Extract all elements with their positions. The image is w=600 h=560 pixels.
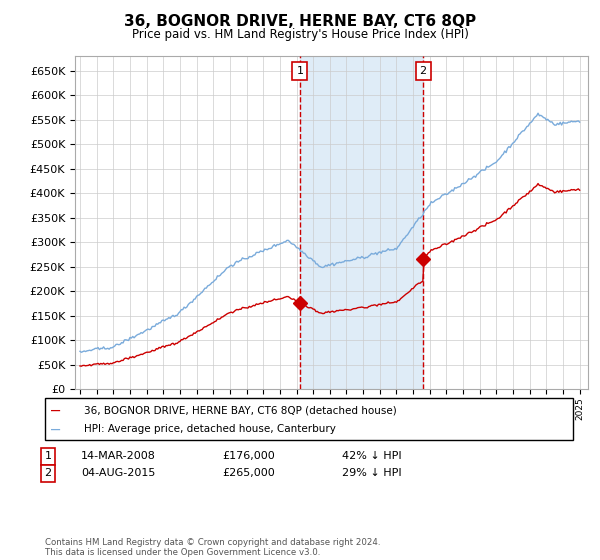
Text: 36, BOGNOR DRIVE, HERNE BAY, CT6 8QP (detached house): 36, BOGNOR DRIVE, HERNE BAY, CT6 8QP (de… — [84, 405, 397, 415]
Text: 2: 2 — [44, 468, 52, 478]
Text: 42% ↓ HPI: 42% ↓ HPI — [342, 451, 401, 461]
Text: 04-AUG-2015: 04-AUG-2015 — [81, 468, 155, 478]
Text: —: — — [51, 422, 60, 437]
Text: 14-MAR-2008: 14-MAR-2008 — [81, 451, 156, 461]
Text: —: — — [51, 403, 60, 418]
Text: £265,000: £265,000 — [222, 468, 275, 478]
Text: 36, BOGNOR DRIVE, HERNE BAY, CT6 8QP: 36, BOGNOR DRIVE, HERNE BAY, CT6 8QP — [124, 14, 476, 29]
Text: £176,000: £176,000 — [222, 451, 275, 461]
Bar — [300, 56, 423, 389]
Text: Contains HM Land Registry data © Crown copyright and database right 2024.
This d: Contains HM Land Registry data © Crown c… — [45, 538, 380, 557]
Text: 1: 1 — [296, 66, 304, 76]
Text: 29% ↓ HPI: 29% ↓ HPI — [342, 468, 401, 478]
Text: HPI: Average price, detached house, Canterbury: HPI: Average price, detached house, Cant… — [84, 424, 336, 434]
Text: Price paid vs. HM Land Registry's House Price Index (HPI): Price paid vs. HM Land Registry's House … — [131, 28, 469, 41]
Text: 1: 1 — [44, 451, 52, 461]
Text: 2: 2 — [419, 66, 427, 76]
